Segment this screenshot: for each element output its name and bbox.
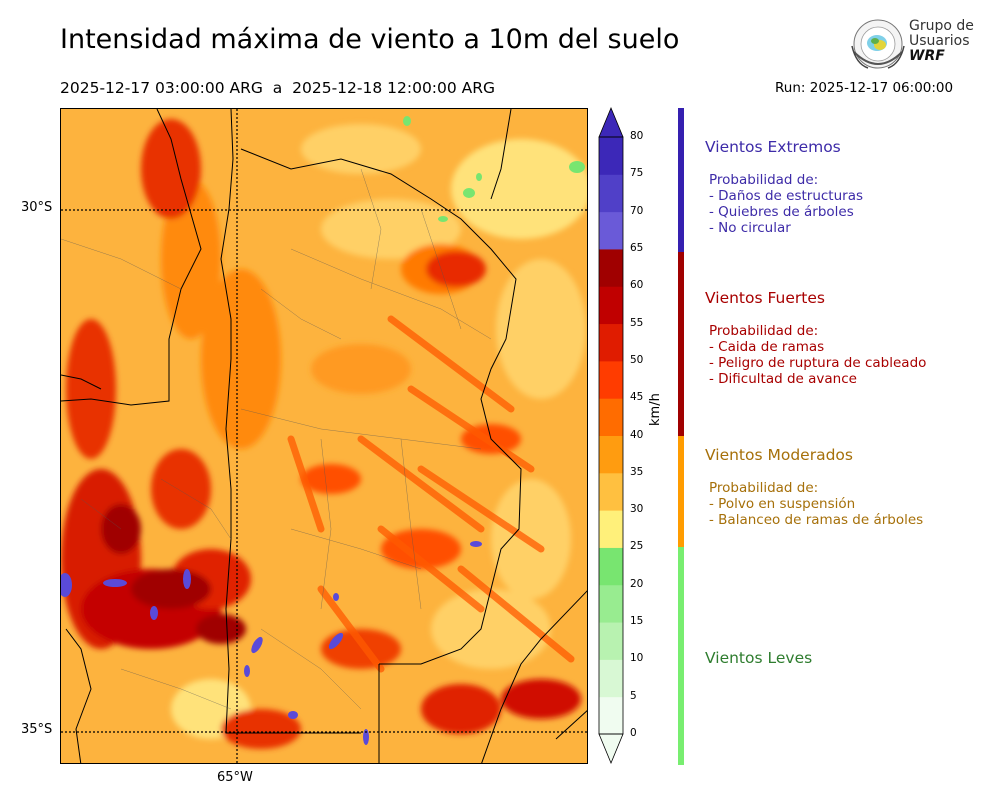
- wind-streaks: [287, 315, 575, 673]
- colorbar-tick-label: 5: [630, 689, 637, 702]
- description-line: - Caida de ramas: [709, 339, 825, 355]
- colorbar-tick-label: 65: [630, 241, 644, 254]
- band-extremos: [678, 108, 684, 252]
- description-line: Probabilidad de:: [709, 480, 819, 496]
- colorbar-tick-label: 10: [630, 652, 644, 665]
- light-wind-areas: [403, 116, 585, 222]
- colorbar-tick-label: 0: [630, 727, 637, 739]
- lat-label-30s: 30°S: [21, 200, 53, 215]
- wind-map: [60, 108, 588, 764]
- category-moderados-title: Vientos Moderados: [705, 446, 853, 464]
- colorbar-tick-label: 30: [630, 503, 644, 516]
- description-line: Probabilidad de:: [709, 323, 819, 339]
- colorbar-segment: [599, 248, 623, 287]
- colorbar-segment: [599, 323, 623, 362]
- colorbar-tick-label: 20: [630, 577, 644, 590]
- colorbar-tick-label: 40: [630, 428, 644, 441]
- extreme-cores: [61, 541, 482, 745]
- colorbar-segment: [599, 211, 623, 250]
- category-leves-title: Vientos Leves: [705, 649, 813, 667]
- colorbar-tick-label: 80: [630, 130, 644, 142]
- logo-line-1: Grupo de: [909, 18, 974, 34]
- description-line: - Balanceo de ramas de árboles: [709, 512, 924, 528]
- colorbar-tick-label: 25: [630, 540, 644, 553]
- wind-map-svg: [61, 109, 587, 763]
- colorbar-segment: [599, 584, 623, 623]
- category-extremos-description: Probabilidad de: - Daños de estructuras …: [709, 172, 863, 236]
- lat-label-35s: 35°S: [21, 722, 53, 737]
- description-line: - Peligro de ruptura de cableado: [709, 355, 927, 371]
- colorbar-tick-label: 70: [630, 204, 644, 217]
- colorbar-segment: [599, 472, 623, 511]
- colorbar-segment: [599, 360, 623, 399]
- province-borders: [61, 168, 492, 710]
- colorbar-segment: [599, 286, 623, 325]
- colorbar-unit: km/h: [648, 393, 663, 426]
- colorbar-segment: [599, 398, 623, 436]
- band-fuertes: [678, 252, 684, 436]
- colorbar: [598, 106, 624, 765]
- run-time: Run: 2025-12-17 06:00:00: [775, 80, 954, 96]
- colorbar-tick-label: 15: [630, 615, 644, 628]
- description-line: - Dificultad de avance: [709, 371, 857, 387]
- logo-text: Grupo de Usuarios WRF: [909, 19, 974, 64]
- colorbar-tick-label: 75: [630, 167, 644, 180]
- description-line: - Polvo en suspensión: [709, 496, 856, 512]
- colorbar-segment: [599, 510, 623, 548]
- forecast-period: 2025-12-17 03:00:00 ARG a 2025-12-18 12:…: [60, 79, 496, 97]
- colorbar-tick-label: 60: [630, 279, 644, 292]
- colorbar-segment: [599, 659, 623, 698]
- map-title: Intensidad máxima de viento a 10m del su…: [60, 24, 680, 55]
- description-line: - Daños de estructuras: [709, 188, 864, 204]
- colorbar-tick-label: 35: [630, 465, 644, 478]
- graticule: [61, 109, 587, 763]
- colorbar-segment: [599, 435, 623, 474]
- colorbar-segment: [599, 137, 623, 175]
- category-moderados-description: Probabilidad de: - Polvo en suspensión -…: [709, 480, 923, 528]
- lon-label-65w: 65°W: [217, 770, 253, 785]
- colorbar-segment: [599, 696, 623, 735]
- wrf-logo-icon: [851, 19, 905, 69]
- category-fuertes-description: Probabilidad de: - Caida de ramas - Peli…: [709, 323, 926, 387]
- description-line: Probabilidad de:: [709, 172, 819, 188]
- colorbar-tick-label: 55: [630, 316, 644, 329]
- colorbar-segment: [599, 174, 623, 213]
- colorbar-segment: [599, 547, 623, 586]
- category-extremos-title: Vientos Extremos: [705, 138, 841, 156]
- colorbar-segment: [599, 622, 623, 660]
- category-fuertes-title: Vientos Fuertes: [705, 289, 825, 307]
- logo-line-2: Usuarios: [909, 33, 970, 49]
- colorbar-tick-label: 50: [630, 353, 644, 366]
- logo-line-3: WRF: [909, 48, 945, 64]
- band-leves: [678, 547, 684, 765]
- description-line: - No circular: [709, 220, 791, 236]
- band-moderados: [678, 436, 684, 547]
- description-line: - Quiebres de árboles: [709, 204, 854, 220]
- colorbar-tick-label: 45: [630, 391, 644, 404]
